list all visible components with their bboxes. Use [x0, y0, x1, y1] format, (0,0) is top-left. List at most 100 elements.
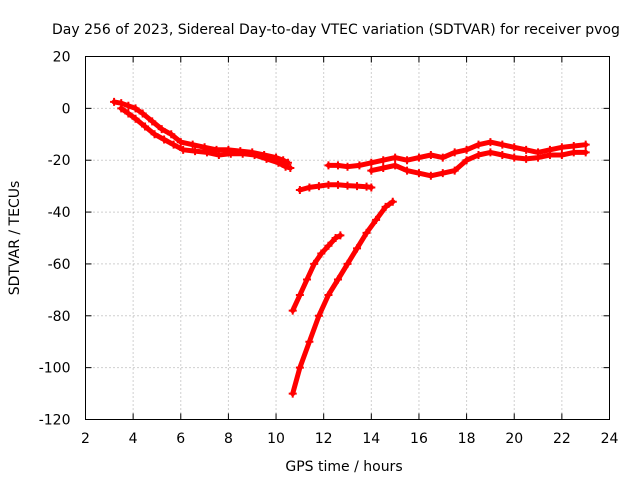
data-point: [388, 197, 397, 206]
data-point: [343, 181, 352, 190]
data-point: [324, 161, 333, 170]
y-tick-label: -20: [48, 153, 71, 169]
data-point: [414, 153, 423, 162]
data-point: [331, 234, 340, 242]
series-line: [290, 232, 343, 314]
data-point: [295, 186, 304, 195]
data-point: [274, 158, 283, 167]
data-point: [462, 156, 471, 165]
data-point: [557, 143, 566, 152]
data-point: [124, 101, 133, 110]
data-point: [367, 166, 376, 175]
data-point: [381, 202, 390, 211]
data-point: [188, 140, 197, 149]
series-main-band-lower: [117, 104, 295, 172]
data-point: [581, 148, 590, 157]
y-tick-label: -120: [39, 413, 71, 429]
data-point: [295, 291, 304, 300]
data-point: [314, 311, 323, 320]
data-point: [305, 183, 314, 192]
data-point: [450, 166, 459, 175]
data-point: [124, 109, 133, 118]
data-point: [403, 156, 412, 165]
data-point: [169, 140, 178, 149]
y-tick-labels: -120 -100 -80 -60 -40 -20 0 20: [39, 50, 71, 429]
data-point: [336, 231, 345, 240]
x-tick-label: 12: [315, 431, 333, 447]
data-point: [557, 151, 566, 160]
x-tick-labels: 2 4 6 8 10 12 14 16 18 20 22 24: [81, 431, 618, 447]
data-point: [179, 145, 188, 154]
data-point: [110, 97, 119, 106]
data-point: [214, 151, 223, 160]
data-point: [141, 122, 150, 131]
x-tick-label: 20: [505, 431, 523, 447]
data-point: [510, 153, 519, 162]
series-afternoon-band-lower: [367, 148, 590, 180]
series-steep-track-b: [288, 197, 397, 398]
data-point: [150, 130, 159, 139]
data-point: [167, 130, 176, 139]
data-point: [324, 291, 333, 300]
data-point: [522, 145, 531, 154]
data-point: [176, 138, 185, 147]
data-point: [148, 117, 157, 126]
data-point: [160, 135, 169, 144]
data-series: [110, 97, 590, 398]
data-point: [474, 151, 483, 160]
data-point: [333, 180, 342, 189]
data-point: [314, 182, 323, 191]
data-point: [131, 104, 140, 113]
data-point: [355, 161, 364, 170]
data-point: [426, 151, 435, 160]
data-point: [238, 149, 247, 158]
data-point: [281, 162, 290, 171]
data-point: [462, 145, 471, 154]
data-point: [510, 143, 519, 152]
data-point: [534, 153, 543, 162]
data-point: [353, 244, 362, 253]
plot-frame: [85, 56, 610, 420]
x-tick-label: 10: [267, 431, 285, 447]
data-point: [305, 337, 314, 346]
data-point: [324, 180, 333, 189]
data-point: [288, 389, 297, 398]
x-tick-label: 22: [553, 431, 571, 447]
data-point: [450, 148, 459, 157]
data-point: [403, 166, 412, 175]
data-point: [486, 148, 495, 157]
data-point: [426, 171, 435, 180]
x-axis-label: GPS time / hours: [285, 459, 402, 475]
data-point: [157, 125, 166, 134]
data-point: [295, 363, 304, 372]
x-tick-label: 16: [410, 431, 428, 447]
y-tick-label: -40: [48, 205, 71, 221]
data-point: [569, 148, 578, 157]
data-point: [343, 162, 352, 171]
y-tick-label: -100: [39, 361, 71, 377]
data-point: [310, 259, 319, 268]
data-point: [303, 275, 312, 284]
data-point: [545, 151, 554, 160]
y-tick-label: -80: [48, 309, 71, 325]
chart-title: Day 256 of 2023, Sidereal Day-to-day VTE…: [52, 22, 620, 38]
y-tick-label: 0: [62, 101, 71, 117]
data-point: [191, 147, 200, 156]
data-point: [522, 154, 531, 163]
data-point: [367, 183, 376, 192]
series-line: [290, 199, 396, 397]
data-point: [379, 156, 388, 165]
series-short-segment-a: [295, 180, 376, 195]
grid-lines: [85, 56, 610, 420]
x-tick-label: 4: [129, 431, 138, 447]
y-tick-label: 20: [53, 50, 71, 66]
data-point: [286, 163, 295, 172]
data-point: [391, 153, 400, 162]
data-point: [486, 138, 495, 147]
data-point: [117, 104, 126, 113]
x-tick-label: 24: [601, 431, 619, 447]
data-point: [262, 154, 271, 163]
data-point: [131, 114, 140, 123]
x-tick-label: 6: [176, 431, 185, 447]
